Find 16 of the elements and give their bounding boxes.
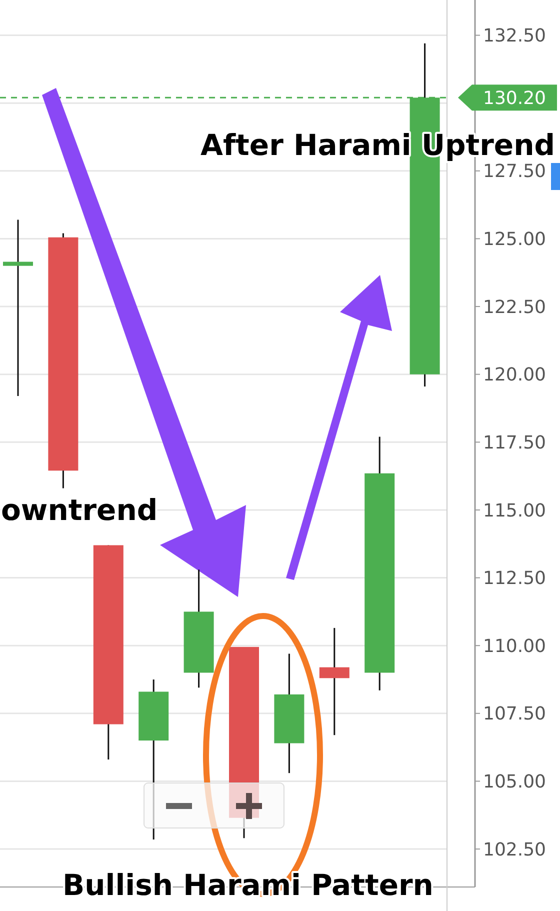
candlestick	[3, 218, 33, 397]
y-tick-label: 117.50	[483, 432, 546, 454]
y-tick-label: 120.00	[483, 364, 546, 386]
y-tick-label: 125.00	[483, 229, 546, 250]
annotation: owntrend	[1, 493, 158, 527]
y-tick-label: 110.00	[483, 636, 546, 657]
y-tick-label: 122.50	[483, 296, 546, 318]
y-tick-label: 112.50	[483, 568, 546, 590]
y-tick-label: 105.00	[483, 772, 546, 793]
y-tick-label: 102.50	[483, 839, 546, 860]
y-tick-label: 115.00	[483, 500, 546, 522]
candlestick	[319, 627, 350, 736]
ref-line-label: 130.20	[483, 88, 546, 109]
y-tick-label: 127.50	[483, 161, 546, 182]
y-tick-label: 132.50	[483, 26, 546, 47]
y-tick-label: 107.50	[483, 704, 546, 725]
